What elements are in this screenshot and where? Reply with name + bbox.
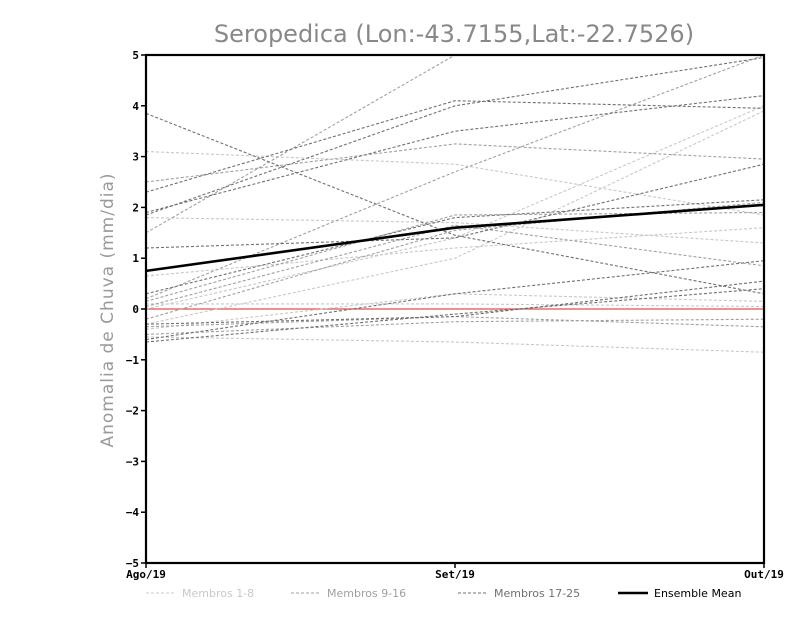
y-tick-label: 4 [132, 100, 139, 113]
member-line-group-1-1 [146, 150, 764, 216]
y-tick-label: −2 [126, 405, 139, 418]
member-line-group-1-3 [146, 110, 764, 325]
member-line-group-2-8 [146, 318, 764, 335]
member-line-group-3-3 [146, 56, 764, 216]
y-tick-label: −4 [126, 506, 140, 519]
member-line-group-3-6 [146, 199, 764, 295]
member-line-group-1-4 [146, 105, 764, 310]
legend-label: Membros 17-25 [494, 587, 580, 600]
member-line-group-2-2 [146, 55, 764, 300]
member-line-group-3-5 [146, 163, 764, 249]
series-line-ensemble-mean [146, 203, 764, 273]
x-tick-label: Ago/19 [126, 568, 166, 581]
member-line-group-3-8 [146, 260, 764, 341]
plot-area [144, 53, 766, 565]
legend-label: Membros 9-16 [327, 587, 406, 600]
x-tick-label: Set/19 [435, 568, 475, 581]
member-line-group-3-4 [146, 112, 764, 295]
y-tick-label: −3 [126, 455, 139, 468]
member-line-group-2-5 [146, 201, 764, 320]
member-line-group-2-6 [146, 316, 764, 328]
member-line-group-1-2 [146, 217, 764, 244]
member-line-group-3-7 [146, 280, 764, 325]
member-line-group-2-7 [146, 224, 764, 308]
chart-title: Seropedica (Lon:-43.7155,Lat:-22.7526) [214, 20, 694, 48]
member-line-group-2-1 [146, 143, 764, 183]
member-line-group-1-8 [146, 303, 764, 308]
y-axis-label: Anomalia de Chuva (mm/dia) [98, 172, 118, 447]
y-tick-label: 3 [132, 151, 139, 164]
y-tick-label: −1 [126, 354, 140, 367]
member-line-group-3-1 [146, 100, 764, 193]
y-tick-label: 0 [132, 303, 139, 316]
member-line-group-3-9 [146, 288, 764, 343]
y-tick-label: 5 [132, 49, 139, 62]
legend-label: Ensemble Mean [654, 587, 741, 600]
y-tick-label: −5 [126, 557, 139, 570]
x-tick-label: Out/19 [744, 568, 784, 581]
y-tick-label: 1 [132, 252, 139, 265]
y-tick-label: 2 [132, 201, 139, 214]
member-line-group-1-7 [146, 336, 764, 353]
legend: Membros 1-8 Membros 9-16 Membros 17-25 Ense… [146, 587, 741, 600]
member-line-group-1-5 [146, 227, 764, 277]
member-line-group-3-2 [146, 95, 764, 214]
legend-label: Membros 1-8 [182, 587, 254, 600]
